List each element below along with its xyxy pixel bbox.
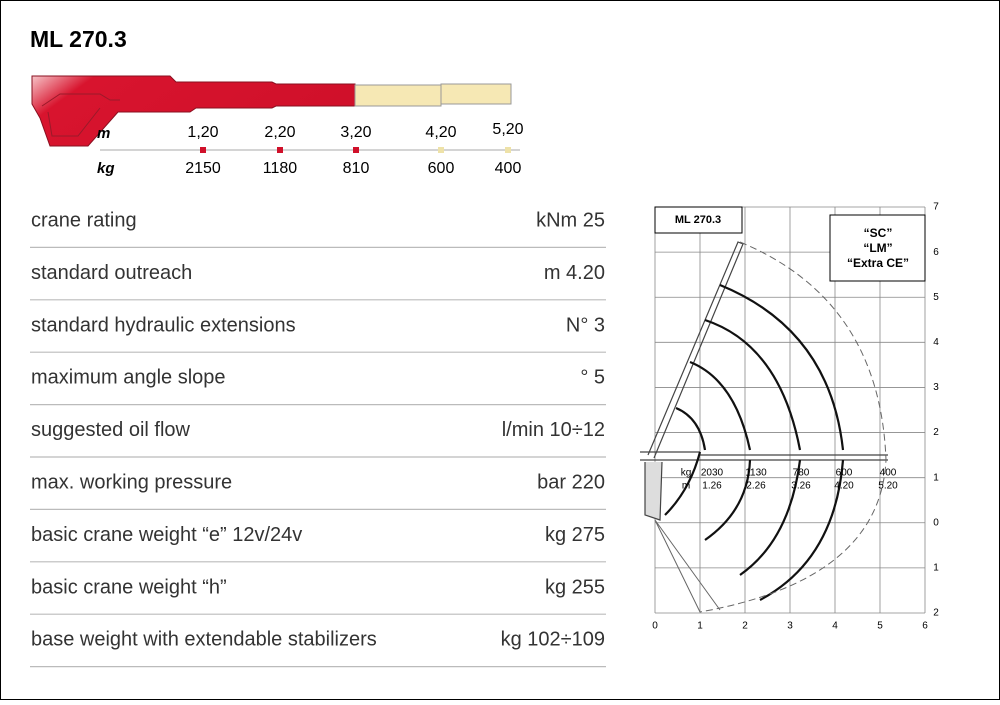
y-tick-label: 1 (933, 472, 939, 483)
spec-value: ° 5 (580, 367, 605, 389)
y-tick-label: 6 (933, 247, 939, 258)
diagram-load: 400 (880, 468, 897, 479)
boom-lines (640, 241, 888, 521)
reach-unit: m (97, 125, 110, 142)
x-tick-label: 1 (697, 621, 703, 632)
diagram-reach: 1.26 (702, 481, 722, 492)
legend-label: “Extra CE” (847, 256, 909, 270)
spec-value: kg 275 (545, 524, 605, 546)
spec-value: kg 255 (545, 576, 605, 598)
y-tick-label: 4 (933, 337, 939, 348)
reach-label: 1,20 (187, 124, 218, 141)
spec-value: kNm 25 (536, 209, 605, 231)
spec-table: crane rating kNm 25 standard outreach m 4.2… (30, 209, 606, 668)
diagram-title-box (654, 206, 743, 234)
diagram-load: 2030 (701, 468, 724, 479)
boom-illustration (31, 75, 512, 147)
y-tick-label: 1 (933, 563, 939, 574)
spec-value: N° 3 (566, 314, 605, 336)
y-tick-label: 2 (933, 427, 939, 438)
y-tick-label: 3 (933, 382, 939, 393)
diagram-load: 600 (836, 468, 853, 479)
reach-label: 3,20 (340, 124, 371, 141)
scale-marker (505, 147, 511, 153)
diagram-reach: 4.20 (834, 481, 854, 492)
diagram-load: 1130 (745, 468, 767, 479)
scale-marker (438, 147, 444, 153)
x-tick-label: 3 (787, 621, 793, 632)
spec-label: maximum angle slope (31, 367, 226, 389)
diagram-reach: 3.26 (791, 481, 811, 492)
diagram-load-unit: kg (681, 468, 692, 479)
spec-label: basic crane weight “e” 12v/24v (31, 524, 302, 546)
legend-label: “LM” (863, 241, 892, 255)
spec-value: l/min 10÷12 (502, 419, 605, 441)
scale-marker (353, 147, 359, 153)
load-label: 600 (428, 160, 455, 177)
spec-label: suggested oil flow (31, 419, 191, 441)
y-tick-label: 2 (933, 608, 939, 619)
spec-label: crane rating (31, 209, 137, 231)
legend-label: “SC” (864, 226, 893, 240)
x-tick-label: 6 (922, 621, 928, 632)
reach-label: 2,20 (264, 124, 295, 141)
x-tick-label: 2 (742, 621, 748, 632)
spec-label: standard outreach (31, 262, 192, 284)
y-tick-label: 7 (933, 202, 939, 213)
x-tick-label: 4 (832, 621, 838, 632)
y-tick-label: 0 (933, 517, 939, 528)
scale-marker (277, 147, 283, 153)
title: ML 270.3 (30, 26, 127, 52)
diagram-reach: 5.20 (878, 481, 898, 492)
spec-value: bar 220 (537, 471, 605, 493)
load-label: 810 (343, 160, 370, 177)
scale-labels: 1,20 2150 2,20 1180 3,20 810 4,20 600 5,20 400 (185, 121, 523, 177)
spec-label: base weight with extendable stabilizers (31, 629, 377, 651)
x-tick-label: 0 (652, 621, 658, 632)
x-tick-label: 5 (877, 621, 883, 632)
spec-label: basic crane weight “h” (31, 576, 227, 598)
diagram-title: ML 270.3 (675, 214, 721, 226)
load-curves (664, 283, 845, 601)
diagram-reach: 2.26 (746, 481, 766, 492)
y-tick-label: 5 (933, 292, 939, 303)
reach-label: 4,20 (425, 124, 456, 141)
reach-label: 5,20 (492, 121, 523, 138)
load-label: 2150 (185, 160, 221, 177)
spec-label: standard hydraulic extensions (31, 314, 296, 336)
diagram-reach-unit: m (682, 481, 690, 492)
spec-value: m 4.20 (544, 262, 605, 284)
spec-label: max. working pressure (31, 471, 232, 493)
outer-envelope (699, 241, 887, 613)
load-diagram: ML 270.3 kg m 0 1 2 3 4 5 6 7 6 5 4 3 2 1 0 1 2 “SC”“LM”“… (640, 202, 939, 632)
load-unit: kg (97, 160, 115, 177)
lower-envelope (654, 519, 721, 613)
load-label: 1180 (263, 160, 298, 177)
diagram-load: 780 (793, 468, 810, 479)
load-label: 400 (495, 160, 522, 177)
scale-marker (200, 147, 206, 153)
legend-box (829, 214, 926, 282)
spec-value: kg 102÷109 (501, 629, 605, 651)
